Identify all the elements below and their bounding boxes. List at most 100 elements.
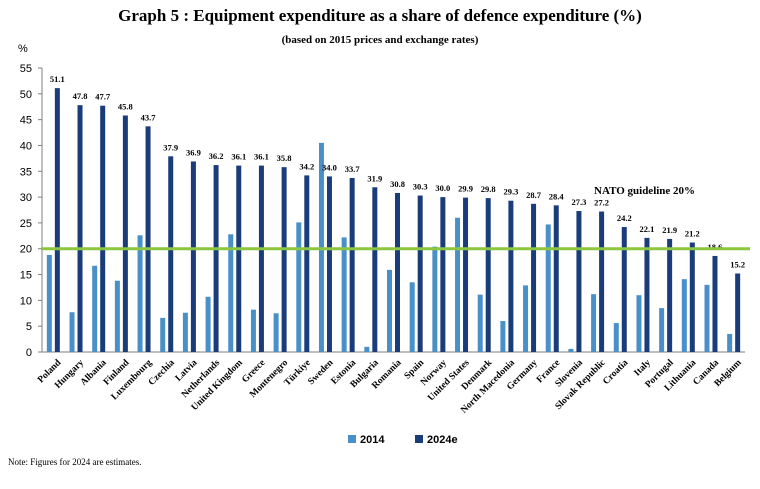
chart-subtitle: (based on 2015 prices and exchange rates… — [281, 34, 479, 46]
data-label: 36.9 — [186, 147, 201, 157]
data-label: 21.9 — [662, 225, 677, 235]
bar-2014 — [364, 346, 370, 352]
chart-title: Graph 5 : Equipment expenditure as a sha… — [118, 6, 642, 25]
bar-2014 — [92, 265, 98, 352]
legend-swatch-2024 — [415, 435, 423, 443]
data-label: 33.7 — [345, 164, 361, 174]
bar-2014 — [636, 295, 642, 352]
bar-2024 — [621, 227, 627, 352]
bar-2014 — [659, 308, 665, 352]
data-label: 51.1 — [50, 74, 65, 84]
bar-2014 — [205, 296, 211, 352]
data-label: 30.3 — [413, 182, 428, 192]
x-tick-label: Croatia — [601, 358, 630, 387]
bar-2024 — [440, 197, 446, 352]
bar-2024 — [644, 237, 650, 352]
bar-2014 — [46, 254, 52, 352]
data-label: 15.2 — [730, 260, 745, 270]
bar-2024 — [689, 242, 695, 352]
bar-2024 — [281, 167, 287, 352]
data-label: 43.7 — [141, 112, 157, 122]
data-label: 37.9 — [163, 142, 178, 152]
data-label: 35.8 — [277, 153, 292, 163]
bar-2024 — [349, 177, 355, 352]
data-label: 29.8 — [481, 184, 496, 194]
bar-2014 — [613, 323, 619, 352]
bar-2014 — [387, 269, 392, 352]
bar-2014 — [160, 317, 166, 352]
bar-2014 — [500, 321, 506, 352]
bar-2024 — [372, 187, 378, 352]
guideline-label: NATO guideline 20% — [594, 185, 695, 197]
bar-2024 — [599, 211, 605, 352]
bar-2014 — [250, 309, 256, 352]
bar-2014 — [114, 280, 120, 352]
data-label: 30.0 — [435, 183, 450, 193]
bar-2024 — [576, 211, 582, 352]
bar-2014 — [568, 348, 574, 352]
bar-2024 — [667, 238, 673, 352]
bar-2014 — [704, 284, 710, 352]
data-label: 28.4 — [549, 191, 565, 201]
data-label: 22.1 — [640, 224, 655, 234]
data-label: 34.2 — [299, 161, 314, 171]
y-tick-label: 15 — [20, 270, 32, 282]
data-label: 31.9 — [367, 173, 382, 183]
data-label: 27.2 — [594, 198, 609, 208]
bar-2014 — [69, 312, 75, 352]
bar-2024 — [712, 255, 718, 352]
bar-2014 — [477, 294, 483, 352]
bar-2024 — [304, 175, 310, 352]
bar-2014 — [432, 246, 438, 352]
footnote: Note: Figures for 2024 are estimates. — [8, 457, 142, 467]
bar-2024 — [553, 205, 559, 352]
bar-2014 — [523, 285, 529, 352]
bar-2014 — [681, 279, 687, 352]
data-label: 30.8 — [390, 179, 405, 189]
data-label: 45.8 — [118, 102, 133, 112]
bar-2014 — [591, 294, 597, 352]
data-label: 24.2 — [617, 213, 632, 223]
y-tick-label: 50 — [20, 89, 32, 101]
bar-2024 — [54, 88, 60, 352]
data-label: 28.7 — [526, 190, 542, 200]
bar-2024 — [122, 115, 128, 352]
bar-2024 — [326, 176, 332, 352]
bar-2024 — [236, 165, 242, 352]
bar-2024 — [77, 105, 83, 352]
bar-2024 — [168, 156, 174, 352]
bar-2014 — [409, 282, 415, 352]
bar-2024 — [417, 195, 423, 352]
y-tick-label: 10 — [20, 295, 32, 307]
y-tick-label: 30 — [20, 192, 32, 204]
bar-2024 — [735, 273, 741, 352]
legend-swatch-2014 — [348, 435, 356, 443]
y-tick-label: 40 — [20, 140, 32, 152]
bar-2024 — [395, 192, 400, 352]
y-tick-label: 35 — [20, 166, 32, 178]
bar-2024 — [100, 105, 106, 352]
data-label: 36.1 — [231, 152, 246, 162]
bar-2014 — [228, 234, 234, 352]
y-tick-label: 25 — [20, 218, 32, 230]
bar-2014 — [182, 312, 188, 352]
bar-2014 — [455, 217, 461, 352]
legend-label-2014: 2014 — [360, 434, 385, 446]
data-label: 29.3 — [503, 187, 518, 197]
bar-2014 — [341, 237, 347, 352]
data-label: 36.2 — [209, 151, 224, 161]
y-tick-label: 55 — [20, 63, 32, 75]
bar-2024 — [463, 197, 469, 352]
data-label: 21.2 — [685, 229, 700, 239]
data-label: 36.1 — [254, 152, 269, 162]
bar-2014 — [545, 224, 551, 352]
bar-2024 — [258, 165, 264, 352]
bar-2024 — [145, 126, 151, 352]
data-label: 27.3 — [571, 197, 586, 207]
bar-2024 — [531, 203, 537, 352]
bar-2024 — [508, 200, 514, 352]
bar-2024 — [213, 165, 219, 352]
bar-2024 — [190, 161, 196, 352]
y-axis-label: % — [18, 43, 28, 55]
legend-label-2024: 2024e — [427, 434, 458, 446]
